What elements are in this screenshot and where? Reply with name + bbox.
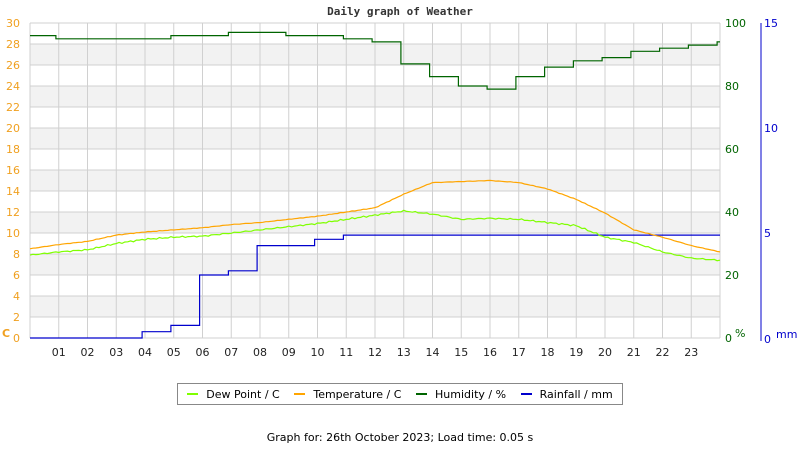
dew-point-swatch-icon xyxy=(187,393,199,395)
legend-item-temperature: Temperature / C xyxy=(294,388,401,401)
legend-item-humidity: Humidity / % xyxy=(416,388,506,401)
legend-label: Humidity / % xyxy=(435,387,507,401)
left-tick-label: 4 xyxy=(13,290,20,303)
hour-tick-label: 13 xyxy=(397,346,411,359)
plot-grid xyxy=(29,22,721,339)
dew-point-line xyxy=(29,209,721,262)
hour-tick-label: 16 xyxy=(483,346,497,359)
humidity-axis: 0 20 40 60 80 100% xyxy=(725,17,746,345)
humidity-tick-label: 0 xyxy=(725,332,732,345)
rainfall-unit-label: mm xyxy=(776,328,797,341)
hour-tick-label: 05 xyxy=(167,346,181,359)
hour-tick-label: 18 xyxy=(541,346,555,359)
left-tick-label: 2 xyxy=(13,311,20,324)
hour-tick-label: 22 xyxy=(656,346,670,359)
rainfall-tick-label: 0 xyxy=(764,333,771,346)
humidity-tick-label: 80 xyxy=(725,80,739,93)
rainfall-tick-label: 5 xyxy=(764,227,771,240)
rainfall-tick-label: 10 xyxy=(764,122,778,135)
temperature-swatch-icon xyxy=(294,393,306,395)
left-unit-label: C xyxy=(2,327,10,340)
humidity-line xyxy=(30,31,720,90)
hour-tick-label: 12 xyxy=(368,346,382,359)
hour-tick-label: 19 xyxy=(569,346,583,359)
hour-tick-label: 10 xyxy=(311,346,325,359)
series-lines xyxy=(29,31,721,339)
legend-label: Dew Point / C xyxy=(206,387,280,401)
hour-tick-label: 09 xyxy=(282,346,296,359)
hour-tick-label: 03 xyxy=(109,346,123,359)
humidity-tick-label: 40 xyxy=(725,206,739,219)
legend-item-rainfall: Rainfall / mm xyxy=(520,387,613,401)
left-tick-label: 16 xyxy=(6,164,20,177)
left-tick-label: 24 xyxy=(6,80,20,93)
left-tick-label: 10 xyxy=(6,227,20,240)
hour-axis: 01 02 03 04 05 06 07 08 09 10 11 12 13 14 15 16 17 18 19 20… xyxy=(52,346,699,359)
left-tick-label: 20 xyxy=(6,122,20,135)
hour-tick-label: 21 xyxy=(627,346,641,359)
left-tick-label: 6 xyxy=(13,269,20,282)
legend: Dew Point / C Temperature / C Humidity /… xyxy=(177,383,623,405)
temperature-line xyxy=(29,179,721,253)
left-tick-label: 14 xyxy=(6,185,20,198)
rainfall-swatch-icon xyxy=(520,393,532,395)
hour-tick-label: 15 xyxy=(454,346,468,359)
humidity-swatch-icon xyxy=(416,393,428,395)
rainfall-tick-label: 15 xyxy=(764,17,778,30)
legend-label: Rainfall / mm xyxy=(539,387,613,401)
legend-item-dew-point: Dew Point / C xyxy=(187,387,280,401)
graph-footer: Graph for: 26th October 2023; Load time:… xyxy=(266,431,534,444)
left-tick-label: 26 xyxy=(6,59,20,72)
humidity-tick-label: 60 xyxy=(725,143,739,156)
hour-tick-label: 04 xyxy=(138,346,152,359)
hour-tick-label: 20 xyxy=(598,346,612,359)
hour-tick-label: 07 xyxy=(224,346,238,359)
hour-tick-label: 17 xyxy=(512,346,526,359)
hour-tick-label: 01 xyxy=(52,346,66,359)
left-tick-label: 28 xyxy=(6,38,20,51)
hour-tick-label: 06 xyxy=(196,346,210,359)
humidity-tick-label: 20 xyxy=(725,269,739,282)
rainfall-axis: 0 5 10 15 mm xyxy=(760,17,797,346)
left-tick-label: 22 xyxy=(6,101,20,114)
chart-title: Daily graph of Weather xyxy=(327,5,473,18)
left-tick-label: 12 xyxy=(6,206,20,219)
hour-tick-label: 14 xyxy=(426,346,440,359)
humidity-unit-label: % xyxy=(735,327,745,340)
hour-tick-label: 08 xyxy=(253,346,267,359)
left-tick-label: 18 xyxy=(6,143,20,156)
hour-tick-label: 02 xyxy=(81,346,95,359)
hour-tick-label: 23 xyxy=(684,346,698,359)
hour-tick-label: 11 xyxy=(339,346,353,359)
humidity-tick-label: 100 xyxy=(725,17,746,30)
left-tick-label: 8 xyxy=(13,248,20,261)
left-tick-label: 0 xyxy=(13,332,20,345)
legend-label: Temperature / C xyxy=(313,387,402,401)
rainfall-line xyxy=(30,234,720,339)
left-tick-label: 30 xyxy=(6,17,20,30)
